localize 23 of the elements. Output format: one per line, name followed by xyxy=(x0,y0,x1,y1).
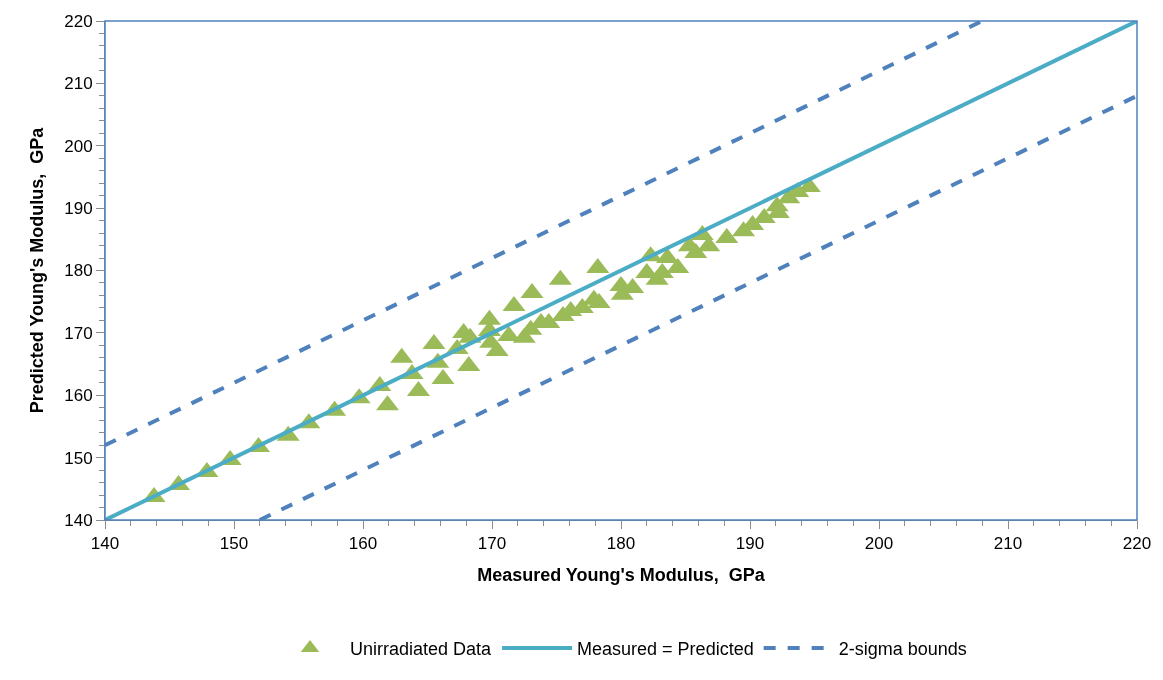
x-tick-label: 200 xyxy=(864,534,894,554)
x-tick-label: 150 xyxy=(219,534,249,554)
y-axis-title: Predicted Young's Modulus, GPa xyxy=(27,126,48,414)
x-axis-title: Measured Young's Modulus, GPa xyxy=(477,564,766,585)
legend-label: Measured = Predicted xyxy=(577,639,754,659)
y-tick-label: 200 xyxy=(64,136,93,156)
y-tick-label: 150 xyxy=(64,448,93,468)
y-tick-label: 190 xyxy=(64,199,93,219)
x-tick-label: 220 xyxy=(1122,534,1152,554)
x-tick-label: 190 xyxy=(735,534,765,554)
y-tick-label: 160 xyxy=(64,386,93,406)
y-tick-label: 180 xyxy=(64,261,93,281)
x-tick-label: 140 xyxy=(90,534,120,554)
legend-label: Unirradiated Data xyxy=(350,639,493,659)
x-tick-label: 180 xyxy=(606,534,636,554)
legend-label: 2-sigma bounds xyxy=(838,639,967,659)
y-tick-label: 140 xyxy=(64,510,93,530)
y-tick-label: 170 xyxy=(64,323,93,343)
x-tick-label: 170 xyxy=(477,534,507,554)
y-tick-label: 210 xyxy=(64,74,93,94)
x-tick-label: 160 xyxy=(348,534,378,554)
y-tick-label: 220 xyxy=(64,11,93,31)
x-tick-label: 210 xyxy=(993,534,1023,554)
